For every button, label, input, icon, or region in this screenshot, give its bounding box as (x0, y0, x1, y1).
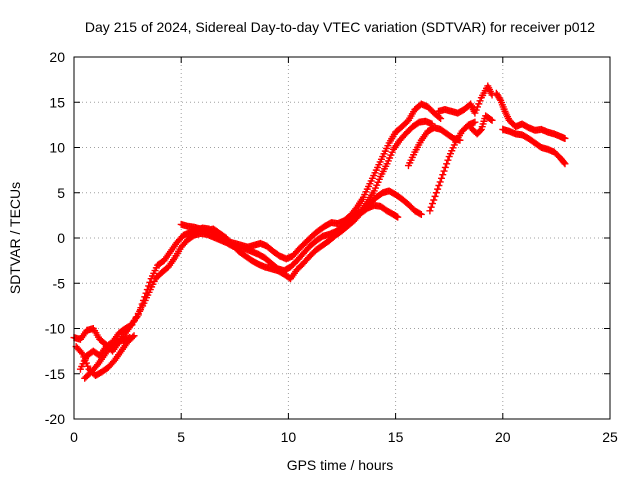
data-point (427, 203, 435, 211)
data-point (476, 97, 484, 105)
data-point (488, 116, 496, 124)
x-tick-label: 15 (388, 429, 404, 445)
data-point (130, 317, 138, 325)
data-point (416, 210, 424, 218)
data-point (471, 118, 479, 126)
chart-title: Day 215 of 2024, Sidereal Day-to-day VTE… (85, 19, 595, 35)
data-point (80, 353, 88, 361)
x-axis-label: GPS time / hours (287, 457, 394, 473)
data-point (127, 322, 135, 330)
data-point (560, 159, 568, 167)
series-arc-9 (434, 82, 496, 117)
data-point (561, 134, 569, 142)
series-arc-1 (70, 100, 445, 355)
series-arc-6 (359, 187, 425, 218)
series-arc-4 (81, 334, 134, 382)
series-arc-11 (492, 89, 569, 142)
data-point (82, 359, 90, 367)
data-point (136, 306, 144, 314)
series-arc-12 (499, 125, 569, 168)
data-point (126, 334, 134, 342)
data-point (437, 174, 445, 182)
axis-ticks: 0 5 10 15 20 25 -20 -15 -10 -5 0 5 10 15 20 (45, 49, 618, 445)
data-point (439, 171, 447, 179)
series-arc-10 (467, 112, 496, 138)
data-point (81, 356, 89, 364)
y-tick-label: -10 (45, 321, 65, 337)
data-point (443, 160, 451, 168)
data-point (130, 332, 138, 340)
data-point (132, 313, 140, 321)
data-point (430, 196, 438, 204)
data-point (471, 109, 479, 117)
data-point (435, 113, 443, 121)
x-tick-label: 10 (281, 429, 297, 445)
y-tick-label: -20 (45, 411, 65, 427)
x-tick-label: 25 (602, 429, 618, 445)
series-arc-8 (426, 118, 479, 215)
y-tick-label: 5 (57, 185, 65, 201)
data-point (436, 178, 444, 186)
x-tick-label: 20 (495, 429, 511, 445)
data-point (79, 350, 87, 358)
data-point (475, 100, 483, 108)
data-point (474, 103, 482, 111)
data-points (70, 82, 569, 382)
data-point (440, 167, 448, 175)
data-point (444, 156, 452, 164)
data-point (77, 348, 85, 356)
y-tick-label: 15 (49, 94, 65, 110)
data-point (417, 210, 425, 218)
data-point (134, 309, 142, 317)
data-point (487, 115, 495, 123)
data-point (394, 213, 402, 221)
data-point (472, 106, 480, 114)
data-point (128, 321, 136, 329)
y-tick-label: -15 (45, 366, 65, 382)
data-point (426, 207, 434, 215)
data-point (434, 185, 442, 193)
data-point (428, 200, 436, 208)
data-point (432, 189, 440, 197)
x-tick-label: 0 (70, 429, 78, 445)
grid (74, 57, 610, 419)
data-point (496, 95, 504, 103)
x-tick-label: 5 (177, 429, 185, 445)
y-tick-label: -5 (53, 275, 66, 291)
data-point (435, 182, 443, 190)
y-tick-label: 20 (49, 49, 65, 65)
data-point (477, 126, 485, 134)
data-point (561, 160, 569, 168)
data-point (437, 115, 445, 123)
data-point (84, 362, 92, 370)
data-point (431, 192, 439, 200)
y-axis-label: SDTVAR / TECUs (7, 182, 23, 294)
data-point (441, 163, 449, 171)
y-tick-label: 0 (57, 230, 65, 246)
plot-frame (73, 56, 611, 420)
y-tick-label: 10 (49, 140, 65, 156)
